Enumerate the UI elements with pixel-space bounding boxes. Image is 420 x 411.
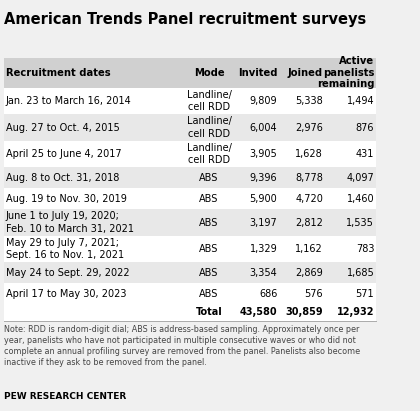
Text: 1,162: 1,162 [295,244,323,254]
Text: 571: 571 [356,289,374,299]
Text: Landline/
cell RDD: Landline/ cell RDD [186,143,231,165]
Text: 686: 686 [259,289,277,299]
Bar [4,304,376,321]
Text: 9,809: 9,809 [250,96,277,106]
Text: ABS: ABS [200,268,219,278]
Text: Aug. 8 to Oct. 31, 2018: Aug. 8 to Oct. 31, 2018 [6,173,119,183]
Text: 1,685: 1,685 [346,268,374,278]
Text: 9,396: 9,396 [250,173,277,183]
Bar [4,114,376,141]
Text: ABS: ABS [200,217,219,228]
Text: 1,494: 1,494 [346,96,374,106]
Text: 8,778: 8,778 [295,173,323,183]
Text: ABS: ABS [200,194,219,204]
Text: 2,812: 2,812 [295,217,323,228]
Text: 3,905: 3,905 [249,149,277,159]
Text: 30,859: 30,859 [285,307,323,317]
Text: 5,900: 5,900 [249,194,277,204]
Text: 576: 576 [304,289,323,299]
Text: PEW RESEARCH CENTER: PEW RESEARCH CENTER [4,392,126,401]
Text: 12,932: 12,932 [337,307,374,317]
Bar [4,188,376,209]
Text: Invited: Invited [238,68,277,78]
Text: Recruitment dates: Recruitment dates [6,68,110,78]
Text: Total: Total [196,307,222,317]
Text: Aug. 27 to Oct. 4, 2015: Aug. 27 to Oct. 4, 2015 [6,122,119,133]
Bar [4,262,376,283]
Bar [4,209,376,236]
Bar [4,141,376,167]
Text: 1,535: 1,535 [346,217,374,228]
Text: Jan. 23 to March 16, 2014: Jan. 23 to March 16, 2014 [6,96,131,106]
Text: Landline/
cell RDD: Landline/ cell RDD [186,90,231,112]
Text: Aug. 19 to Nov. 30, 2019: Aug. 19 to Nov. 30, 2019 [6,194,126,204]
Text: ABS: ABS [200,244,219,254]
Text: American Trends Panel recruitment surveys: American Trends Panel recruitment survey… [4,12,366,27]
Bar [4,283,376,304]
Bar [4,236,376,262]
Text: 43,580: 43,580 [240,307,277,317]
Text: 4,720: 4,720 [295,194,323,204]
Bar [4,58,376,88]
Text: June 1 to July 19, 2020;
Feb. 10 to March 31, 2021: June 1 to July 19, 2020; Feb. 10 to Marc… [6,211,134,234]
Text: 4,097: 4,097 [346,173,374,183]
Text: 1,628: 1,628 [295,149,323,159]
Text: 2,869: 2,869 [295,268,323,278]
Bar [4,167,376,188]
Text: ABS: ABS [200,289,219,299]
Text: Mode: Mode [194,68,224,78]
Text: ABS: ABS [200,173,219,183]
Text: 2,976: 2,976 [295,122,323,133]
Text: 3,197: 3,197 [249,217,277,228]
Text: Landline/
cell RDD: Landline/ cell RDD [186,116,231,139]
Text: 1,460: 1,460 [346,194,374,204]
Text: April 17 to May 30, 2023: April 17 to May 30, 2023 [6,289,126,299]
Text: 5,338: 5,338 [295,96,323,106]
Text: Joined: Joined [288,68,323,78]
Text: Note: RDD is random-digit dial; ABS is address-based sampling. Approximately onc: Note: RDD is random-digit dial; ABS is a… [4,325,360,367]
Text: April 25 to June 4, 2017: April 25 to June 4, 2017 [6,149,121,159]
Text: 3,354: 3,354 [249,268,277,278]
Text: 431: 431 [356,149,374,159]
Text: Active
panelists
remaining: Active panelists remaining [317,56,374,89]
Text: May 24 to Sept. 29, 2022: May 24 to Sept. 29, 2022 [6,268,129,278]
Text: 6,004: 6,004 [250,122,277,133]
Text: 876: 876 [356,122,374,133]
Bar [4,88,376,114]
Text: 1,329: 1,329 [249,244,277,254]
Text: 783: 783 [356,244,374,254]
Text: May 29 to July 7, 2021;
Sept. 16 to Nov. 1, 2021: May 29 to July 7, 2021; Sept. 16 to Nov.… [6,238,124,260]
